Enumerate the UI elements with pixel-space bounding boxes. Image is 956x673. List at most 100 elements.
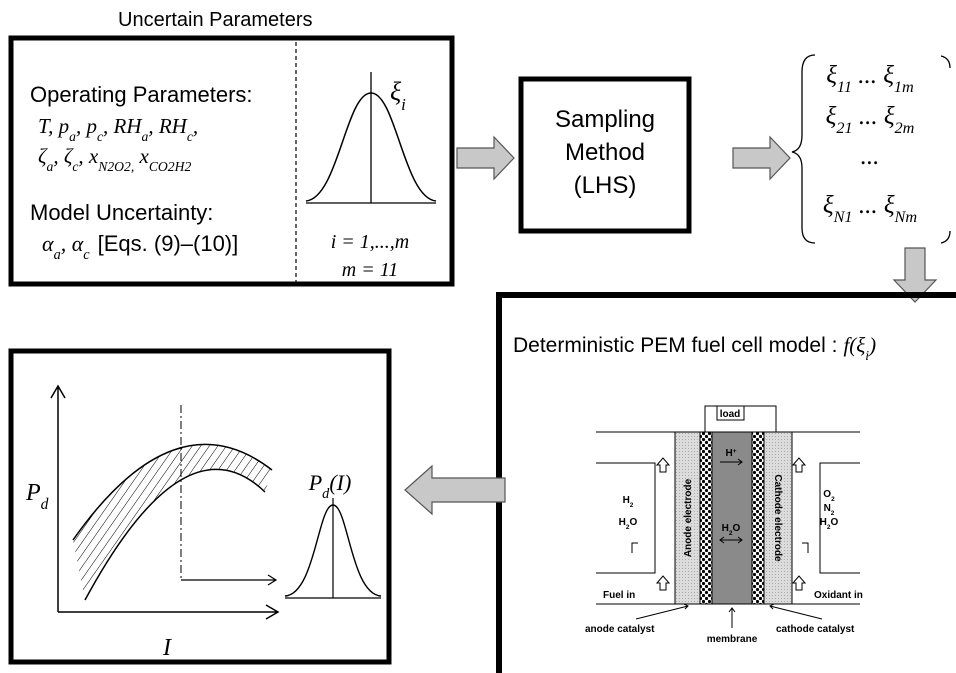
text-segment: , bbox=[193, 114, 198, 138]
anode-electrode bbox=[674, 431, 701, 605]
anode-gas: H2 bbox=[623, 495, 634, 509]
text-segment: , RH bbox=[103, 114, 143, 138]
text-segment: , x bbox=[78, 144, 99, 168]
anode-electrode-label: Anode electrode bbox=[683, 478, 694, 557]
anode-catalyst-label: anode catalyst bbox=[585, 624, 655, 635]
model-parameters: αa, αc [Eqs. (9)–(10)] bbox=[42, 231, 238, 263]
subscript: d bbox=[41, 496, 49, 513]
model-label: Model Uncertainty: bbox=[30, 200, 213, 225]
cathode-electrode-label: Cathode electrode bbox=[772, 474, 783, 562]
text-segment: N bbox=[824, 503, 831, 514]
sample-row: ξ21 ... ξ2m bbox=[826, 103, 915, 137]
text-segment: P bbox=[308, 470, 322, 495]
membrane bbox=[711, 431, 753, 605]
bend-arrows bbox=[631, 542, 809, 553]
title: Uncertain Parameters bbox=[118, 9, 313, 31]
text-segment: O bbox=[630, 517, 638, 528]
xi-symbol: ξi bbox=[390, 77, 406, 114]
subscript: 11 bbox=[837, 78, 852, 96]
text-segment: ... ξ bbox=[853, 192, 895, 219]
text-segment: , α bbox=[61, 231, 84, 256]
text-segment: H bbox=[623, 495, 630, 506]
anode-channel bbox=[596, 462, 656, 574]
subscript: 2 bbox=[630, 502, 634, 509]
subscript: i bbox=[401, 95, 406, 114]
cathode-catalyst-label: cathode catalyst bbox=[776, 624, 855, 635]
model-label: Deterministic PEM fuel cell model : bbox=[513, 334, 837, 357]
text-segment: O bbox=[733, 523, 741, 534]
subscript: 2 bbox=[827, 524, 831, 531]
text-segment: ξ bbox=[823, 192, 834, 219]
membrane-label: membrane bbox=[707, 634, 758, 645]
cathode-gas: H2O bbox=[820, 517, 839, 531]
x-axis-label: I bbox=[162, 635, 172, 661]
text-segment: α bbox=[42, 231, 54, 256]
operating-parameters: T, pa, pc, RHa, RHc, bbox=[38, 114, 198, 144]
arrow bbox=[892, 247, 938, 303]
text-segment: O bbox=[823, 489, 831, 500]
text-segment: H bbox=[820, 517, 827, 528]
model-frame bbox=[496, 292, 956, 673]
subscript: 2m bbox=[895, 119, 915, 137]
proton: H+ bbox=[725, 448, 736, 460]
text-segment: , ζ bbox=[53, 144, 74, 168]
text-segment: ξ bbox=[826, 62, 837, 89]
text-segment: O bbox=[831, 517, 839, 528]
pointer-arrows bbox=[635, 603, 823, 628]
model-function: f(ξi) bbox=[843, 333, 876, 363]
subscript: Nm bbox=[894, 208, 918, 226]
text-segment: ... bbox=[861, 143, 880, 170]
text-segment: ζ bbox=[38, 144, 48, 168]
text-segment: x bbox=[134, 144, 149, 168]
arrow bbox=[456, 135, 515, 181]
band-edges bbox=[72, 443, 273, 601]
sampling-label: (LHS) bbox=[574, 172, 637, 199]
fuel-in: Fuel in bbox=[603, 590, 635, 601]
text-segment: f(ξ bbox=[843, 333, 865, 357]
subscript: i bbox=[865, 348, 869, 363]
cathode-channel bbox=[819, 462, 860, 574]
uncertainty-band bbox=[73, 444, 272, 600]
subscript: c bbox=[83, 247, 90, 263]
subscript: 21 bbox=[836, 119, 852, 137]
cathode-gas: O2 bbox=[823, 489, 835, 503]
cathode-electrode bbox=[763, 431, 793, 605]
arrow bbox=[732, 135, 791, 181]
subscript: 1m bbox=[894, 78, 914, 96]
sample-row: ξN1 ... ξNm bbox=[823, 192, 917, 226]
equation-ref: [Eqs. (9)–(10)] bbox=[98, 231, 239, 256]
y-axis-label: Pd bbox=[25, 480, 49, 513]
distribution-label: Pd(I) bbox=[308, 470, 352, 502]
water: H2O bbox=[722, 523, 741, 537]
brace bbox=[791, 54, 816, 244]
operating-parameters: ζa, ζc, xN2O2, xCO2H2 bbox=[38, 144, 191, 174]
anode-gas: H2O bbox=[619, 517, 638, 531]
text-segment: P bbox=[25, 480, 41, 506]
projection-arrow bbox=[181, 574, 278, 586]
text-segment: ... ξ bbox=[853, 103, 895, 130]
subscript: a bbox=[142, 129, 149, 144]
subscript: c bbox=[187, 129, 193, 144]
subscript: a bbox=[54, 247, 61, 263]
text-segment: , p bbox=[76, 114, 97, 138]
arrow bbox=[404, 464, 506, 516]
text-segment: (I) bbox=[329, 470, 351, 495]
model-title: Deterministic PEM fuel cell model : f(ξi) bbox=[513, 333, 876, 363]
flow-arrows bbox=[655, 457, 807, 591]
text-segment: ... ξ bbox=[852, 62, 894, 89]
subscript: d bbox=[322, 486, 330, 502]
subscript: N2O2, bbox=[97, 159, 134, 174]
transport-arrows bbox=[719, 458, 743, 544]
axes bbox=[50, 384, 280, 620]
subscript: c bbox=[72, 159, 78, 174]
sampling-box bbox=[518, 76, 692, 234]
subscript: 2 bbox=[831, 510, 835, 517]
text-segment: H bbox=[619, 517, 626, 528]
sampling-label: Method bbox=[565, 139, 645, 166]
operating-label: Operating Parameters: bbox=[30, 82, 253, 107]
anode-catalyst bbox=[699, 431, 713, 605]
oxidant-in: Oxidant in bbox=[814, 590, 863, 601]
subscript: 2 bbox=[831, 496, 835, 503]
